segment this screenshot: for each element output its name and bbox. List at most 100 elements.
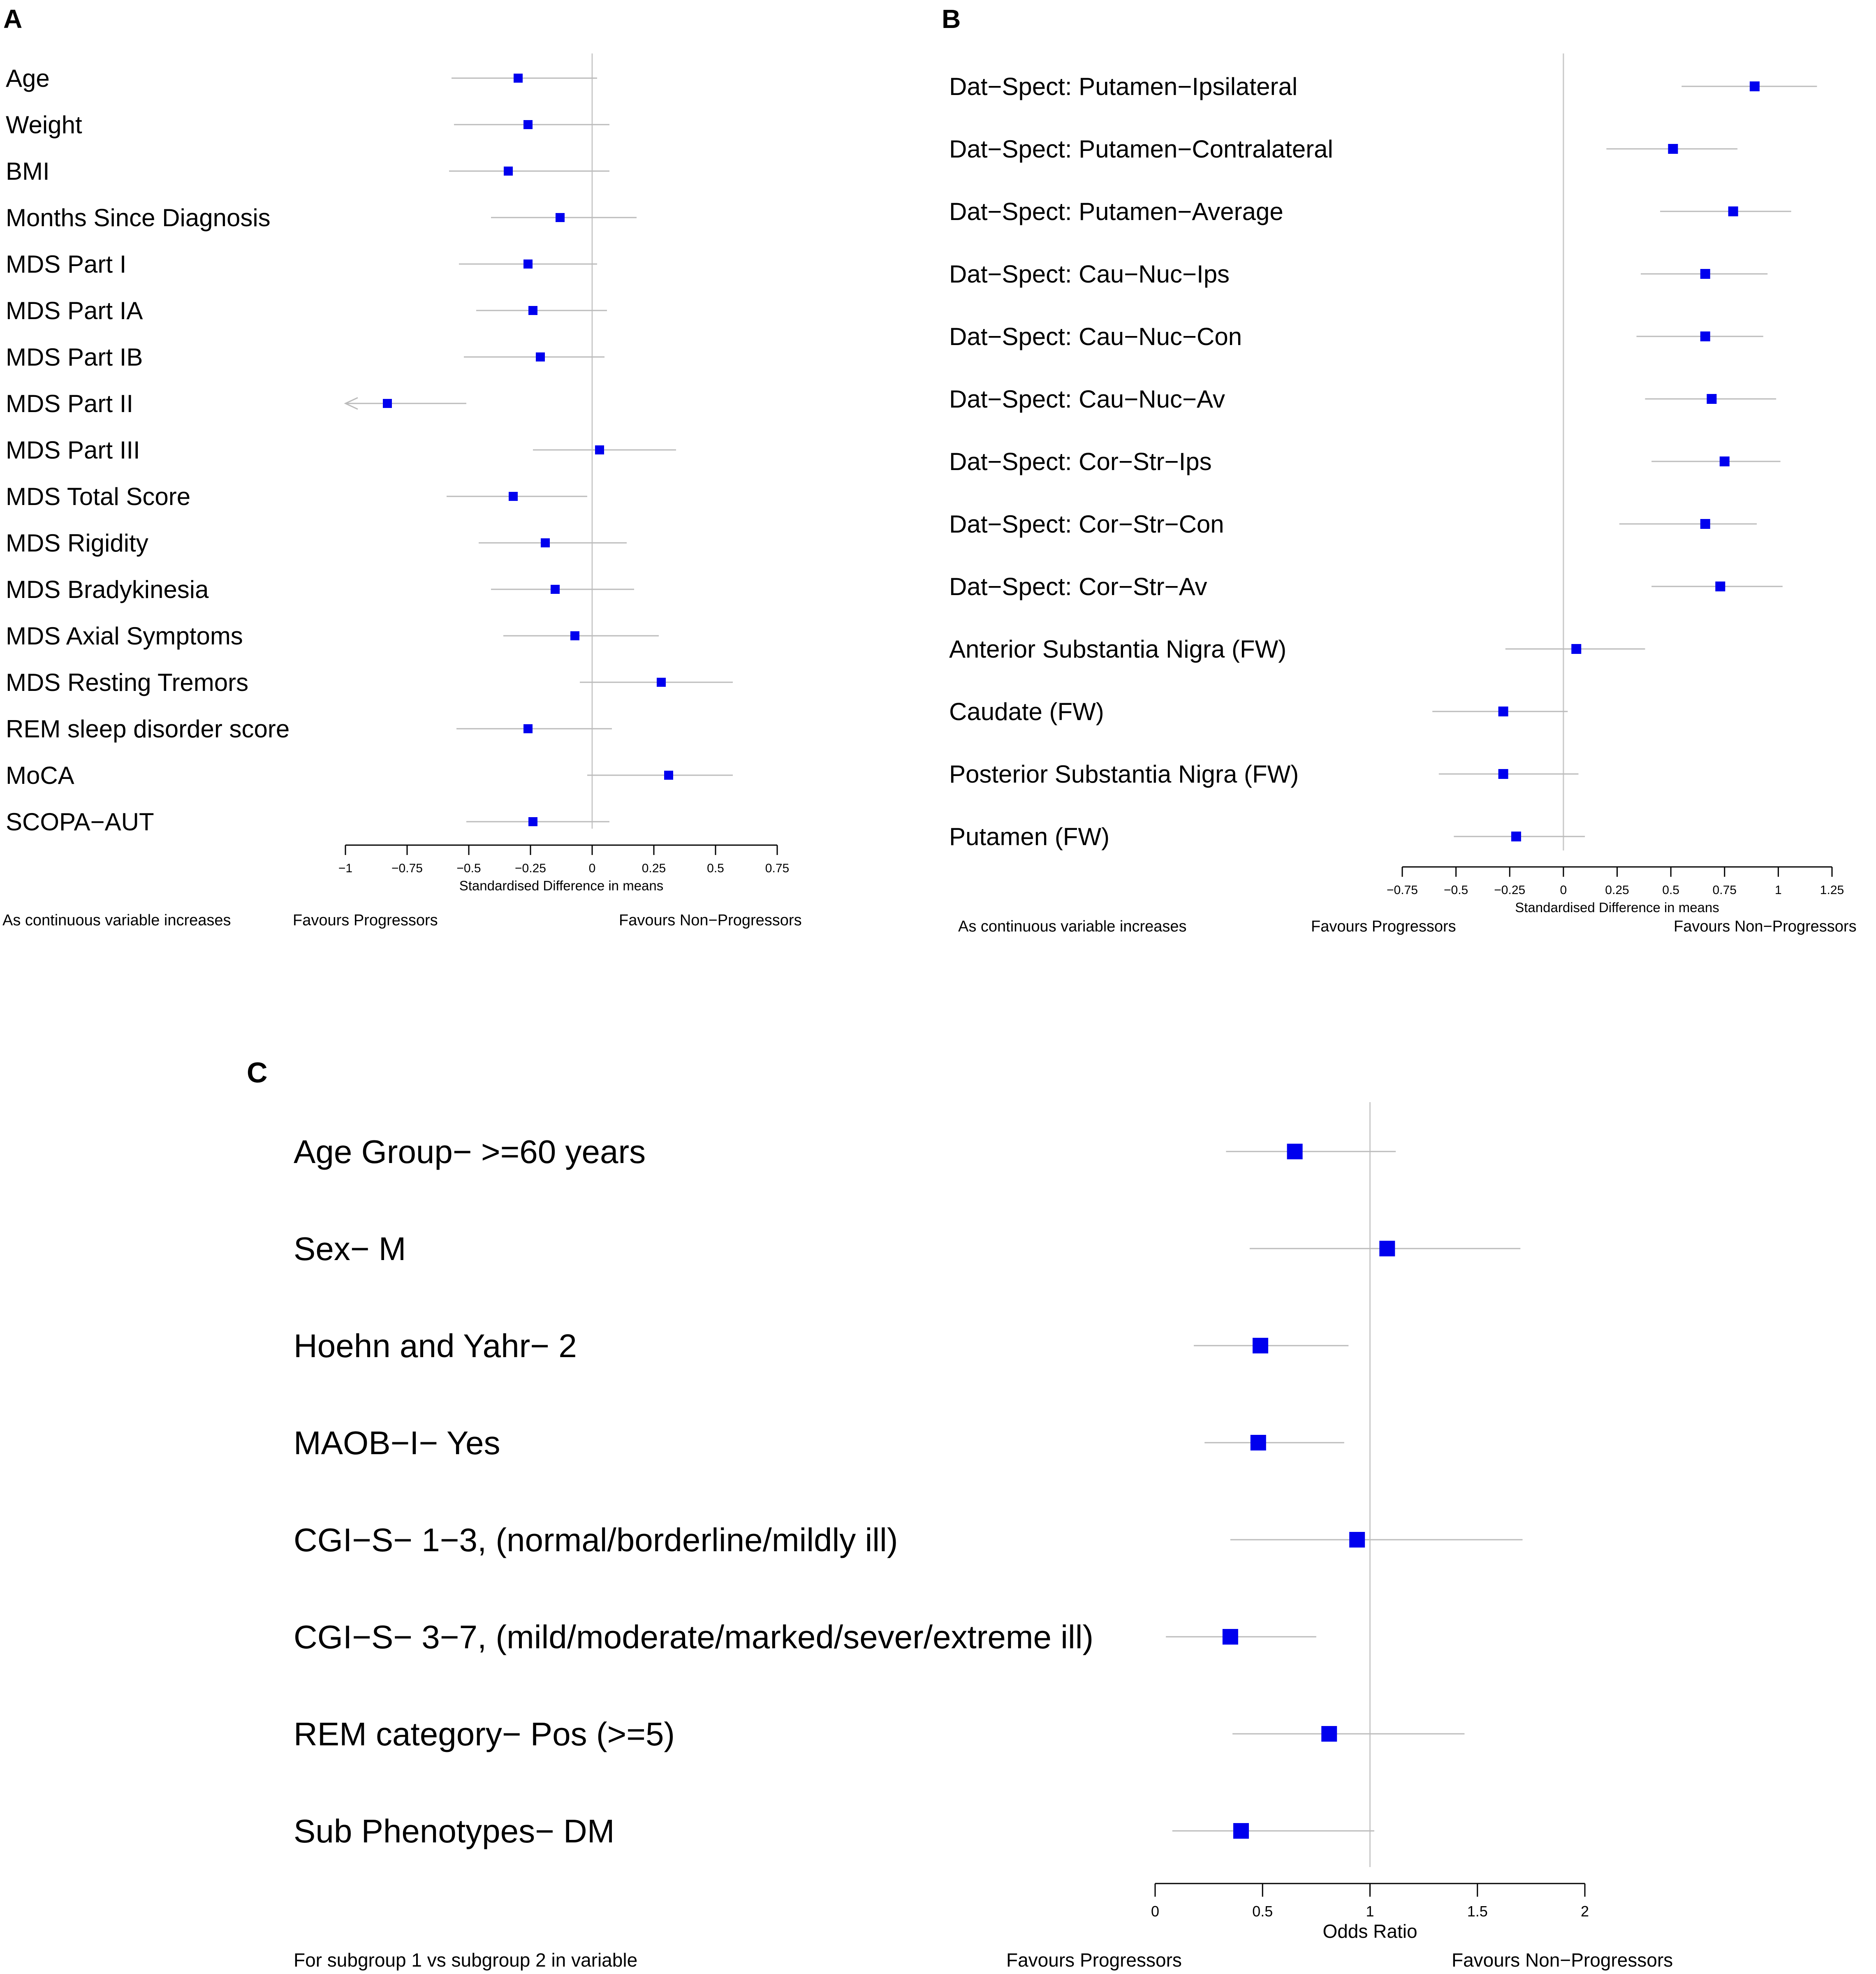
- point-estimate-marker: [523, 724, 533, 733]
- row-label: CGI−S− 1−3, (normal/borderline/mildly il…: [294, 1522, 898, 1558]
- row-label: BMI: [6, 158, 50, 185]
- x-tick-label: −0.5: [456, 862, 481, 875]
- row-label: MAOB−I− Yes: [294, 1425, 500, 1461]
- favours-non-progressors-label: Favours Non−Progressors: [1674, 918, 1857, 935]
- row-label: Dat−Spect: Cor−Str−Av: [949, 573, 1207, 600]
- footer-note: For subgroup 1 vs subgroup 2 in variable: [294, 1949, 637, 1971]
- point-estimate-marker: [523, 259, 533, 269]
- row-label: Dat−Spect: Cau−Nuc−Con: [949, 323, 1242, 350]
- point-estimate-marker: [504, 167, 513, 176]
- x-tick-label: 1: [1775, 883, 1782, 897]
- row-label: MDS Part III: [6, 436, 140, 464]
- point-estimate-marker: [1287, 1144, 1303, 1159]
- row-label: Dat−Spect: Putamen−Ipsilateral: [949, 73, 1297, 100]
- row-label: Dat−Spect: Cor−Str−Con: [949, 510, 1224, 538]
- footer-note: As continuous variable increases: [2, 912, 231, 929]
- point-estimate-marker: [1668, 144, 1678, 154]
- ci-arrow-left-icon: [344, 397, 358, 410]
- point-estimate-marker: [1511, 832, 1521, 841]
- x-tick-label: −0.25: [515, 862, 546, 875]
- row-label: Sub Phenotypes− DM: [294, 1813, 614, 1849]
- x-tick-label: 1: [1366, 1903, 1374, 1920]
- point-estimate-marker: [509, 492, 518, 501]
- point-estimate-marker: [551, 585, 560, 594]
- row-label: Putamen (FW): [949, 823, 1109, 850]
- row-label: Sex− M: [294, 1230, 406, 1267]
- row-label: REM category− Pos (>=5): [294, 1716, 675, 1752]
- x-axis-title: Odds Ratio: [1322, 1921, 1417, 1942]
- x-tick-label: −0.75: [391, 862, 423, 875]
- x-tick-label: 1.25: [1820, 883, 1844, 897]
- favours-progressors-label: Favours Progressors: [1006, 1949, 1182, 1971]
- panel-b-letter: B: [942, 4, 961, 34]
- row-label: CGI−S− 3−7, (mild/moderate/marked/sever/…: [294, 1619, 1093, 1655]
- x-tick-label: −0.5: [1444, 883, 1468, 897]
- point-estimate-marker: [556, 213, 565, 222]
- x-axis-title: Standardised Difference in means: [1515, 900, 1719, 915]
- point-estimate-marker: [1728, 206, 1738, 216]
- point-estimate-marker: [1571, 644, 1582, 654]
- point-estimate-marker: [1719, 456, 1730, 466]
- row-label: Months Since Diagnosis: [6, 204, 271, 232]
- row-label: MDS Total Score: [6, 483, 190, 510]
- point-estimate-marker: [1707, 394, 1717, 404]
- x-tick-label: 0: [1560, 883, 1567, 897]
- point-estimate-marker: [1700, 331, 1710, 341]
- x-tick-label: 0.5: [707, 862, 724, 875]
- row-label: Hoehn and Yahr− 2: [294, 1328, 577, 1364]
- x-tick-label: 0: [1151, 1903, 1159, 1920]
- row-label: Dat−Spect: Cau−Nuc−Av: [949, 385, 1225, 413]
- row-label: REM sleep disorder score: [6, 715, 290, 743]
- point-estimate-marker: [1250, 1435, 1266, 1450]
- point-estimate-marker: [514, 74, 523, 83]
- point-estimate-marker: [541, 538, 550, 547]
- x-tick-label: −0.75: [1387, 883, 1418, 897]
- x-tick-label: 1.5: [1467, 1903, 1488, 1920]
- point-estimate-marker: [1379, 1241, 1395, 1256]
- x-axis-title: Standardised Difference in means: [459, 878, 664, 893]
- panel-a-letter: A: [3, 4, 22, 34]
- x-tick-label: 0: [589, 862, 596, 875]
- point-estimate-marker: [1498, 769, 1508, 779]
- row-label: MDS Bradykinesia: [6, 576, 209, 603]
- row-label: MDS Rigidity: [6, 529, 148, 557]
- favours-non-progressors-label: Favours Non−Progressors: [1452, 1949, 1673, 1971]
- x-tick-label: 0.75: [1713, 883, 1737, 897]
- point-estimate-marker: [570, 631, 579, 640]
- point-estimate-marker: [1253, 1338, 1269, 1353]
- row-label: MDS Part IA: [6, 297, 143, 324]
- point-estimate-marker: [657, 678, 666, 687]
- point-estimate-marker: [1349, 1532, 1365, 1548]
- favours-progressors-label: Favours Progressors: [1311, 918, 1456, 935]
- panel-c-letter: C: [247, 1057, 268, 1089]
- point-estimate-marker: [528, 306, 537, 315]
- point-estimate-marker: [1700, 269, 1710, 279]
- row-label: Age Group− >=60 years: [294, 1133, 646, 1170]
- row-label: MDS Part IB: [6, 343, 143, 371]
- row-label: MoCA: [6, 762, 74, 789]
- x-tick-label: 0.25: [642, 862, 666, 875]
- row-label: MDS Resting Tremors: [6, 669, 248, 696]
- point-estimate-marker: [595, 445, 604, 454]
- favours-non-progressors-label: Favours Non−Progressors: [619, 912, 802, 929]
- row-label: MDS Part II: [6, 390, 133, 417]
- x-tick-label: 0.75: [765, 862, 789, 875]
- row-label: Posterior Substantia Nigra (FW): [949, 760, 1299, 788]
- x-tick-label: −1: [338, 862, 352, 875]
- x-tick-label: −0.25: [1494, 883, 1525, 897]
- point-estimate-marker: [536, 352, 545, 361]
- x-tick-label: 0.5: [1252, 1903, 1273, 1920]
- row-label: Weight: [6, 111, 82, 139]
- x-tick-label: 0.5: [1662, 883, 1679, 897]
- row-label: MDS Part I: [6, 250, 126, 278]
- row-label: Dat−Spect: Putamen−Contralateral: [949, 135, 1333, 163]
- point-estimate-marker: [1715, 582, 1725, 591]
- favours-progressors-label: Favours Progressors: [293, 912, 438, 929]
- row-label: Anterior Substantia Nigra (FW): [949, 635, 1286, 663]
- x-tick-label: 2: [1581, 1903, 1589, 1920]
- row-label: SCOPA−AUT: [6, 808, 154, 836]
- row-label: Dat−Spect: Cor−Str−Ips: [949, 448, 1212, 475]
- row-label: Age: [6, 65, 50, 92]
- point-estimate-marker: [523, 120, 533, 129]
